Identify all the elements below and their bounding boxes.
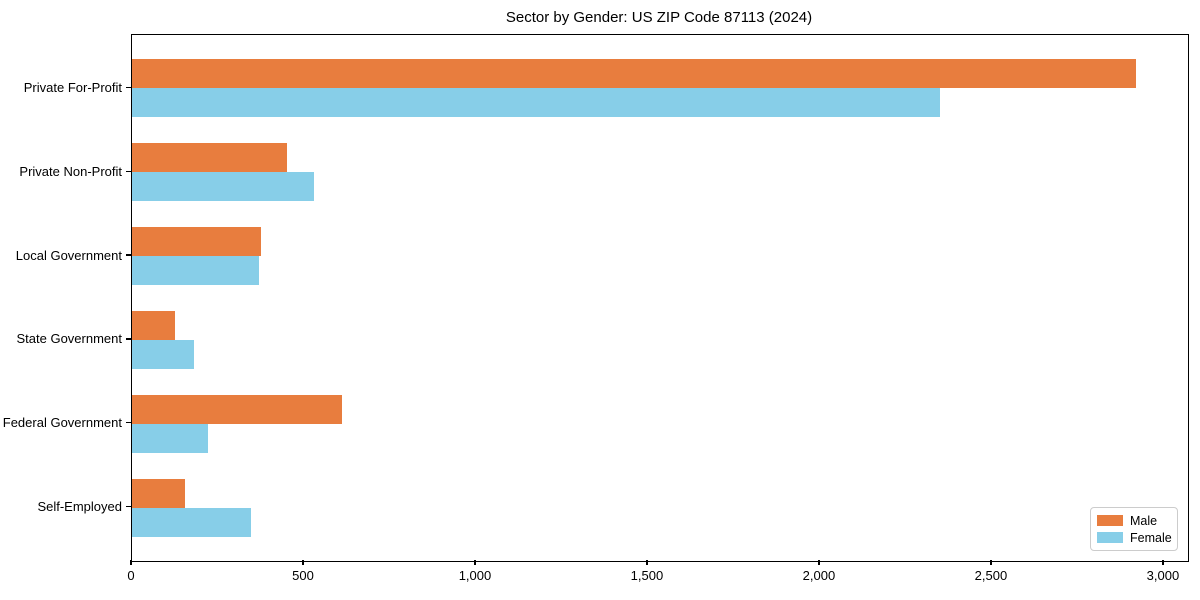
bar-female-federal-government <box>132 423 208 453</box>
x-tick-label-2000: 2,000 <box>802 568 836 583</box>
bar-female-state-government <box>132 339 194 369</box>
y-tick-mark <box>126 338 131 340</box>
x-tick-label-1000: 1,000 <box>458 568 492 583</box>
bar-male-state-government <box>132 310 175 340</box>
legend-label-male: Male <box>1130 513 1158 528</box>
bar-male-local-government <box>132 227 261 257</box>
bar-male-private-for-profit <box>132 59 1137 89</box>
x-tick-mark <box>474 560 476 565</box>
x-tick-mark <box>1162 560 1164 565</box>
y-tick-mark <box>126 170 131 172</box>
female-series-swatch <box>1097 532 1123 543</box>
chart-title: Sector by Gender: US ZIP Code 87113 (202… <box>505 9 813 26</box>
bar-male-federal-government <box>132 394 342 424</box>
x-tick-label-1500: 1,500 <box>630 568 664 583</box>
y-tick-mark <box>126 422 131 424</box>
bar-female-private-non-profit <box>132 172 315 202</box>
x-tick-mark <box>646 560 648 565</box>
y-tick-label-self-employed: Self-Employed <box>37 499 122 515</box>
male-series-swatch <box>1097 515 1123 526</box>
y-tick-mark <box>126 86 131 88</box>
bar-female-self-employed <box>132 507 251 537</box>
bar-female-local-government <box>132 256 260 286</box>
x-tick-mark <box>818 560 820 565</box>
y-tick-mark <box>126 254 131 256</box>
x-tick-label-3000: 3,000 <box>1146 568 1180 583</box>
legend-item-male: Male <box>1097 514 1171 528</box>
legend-item-female: Female <box>1097 530 1172 545</box>
y-tick-label-private-for-profit: Private For-Profit <box>23 79 122 95</box>
y-tick-label-private-non-profit: Private Non-Profit <box>19 163 122 179</box>
y-tick-label-local-government: Local Government <box>15 247 122 263</box>
y-tick-mark <box>126 506 131 508</box>
x-tick-mark <box>990 560 992 565</box>
legend: Male Female <box>1090 507 1178 551</box>
x-tick-mark <box>302 560 304 565</box>
legend-label-female: Female <box>1130 530 1172 545</box>
x-tick-mark <box>130 560 132 565</box>
y-tick-label-state-government: State Government <box>16 331 123 347</box>
x-tick-label-2500: 2,500 <box>974 568 1008 583</box>
x-tick-label-0: 0 <box>127 568 135 583</box>
bar-female-private-for-profit <box>132 88 941 118</box>
x-tick-label-500: 500 <box>292 568 314 583</box>
plot-area <box>131 34 1189 562</box>
bar-male-self-employed <box>132 478 186 508</box>
bar-male-private-non-profit <box>132 143 287 173</box>
y-tick-label-federal-government: Federal Government <box>2 415 122 431</box>
